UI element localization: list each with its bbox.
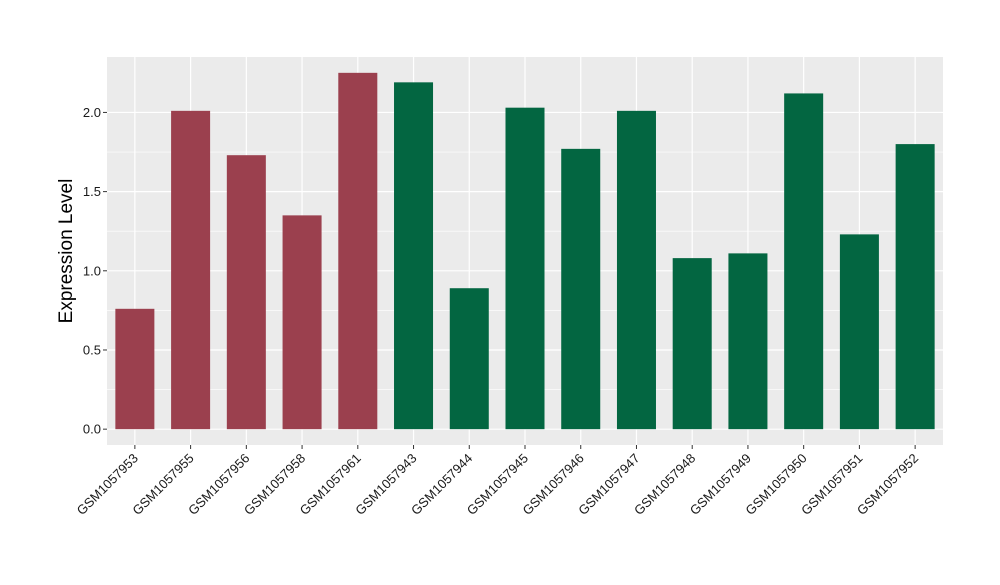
bar-GSM1057943 xyxy=(394,82,434,430)
bar-GSM1057958 xyxy=(282,215,322,430)
bar-GSM1057955 xyxy=(171,110,211,430)
bar-GSM1057950 xyxy=(784,93,824,430)
bar-GSM1057951 xyxy=(839,234,879,430)
bar-GSM1057952 xyxy=(895,144,935,430)
bar-GSM1057956 xyxy=(226,155,266,430)
bar-GSM1057946 xyxy=(561,148,601,430)
bar-GSM1057949 xyxy=(728,253,768,430)
y-tick-label: 0.0 xyxy=(83,422,101,437)
bar-GSM1057961 xyxy=(338,72,378,430)
bar-GSM1057944 xyxy=(449,288,489,430)
y-tick-label: 2.0 xyxy=(83,105,101,120)
y-tick-label: 1.0 xyxy=(83,263,101,278)
y-axis-title: Expression Level xyxy=(56,179,77,324)
y-tick-label: 1.5 xyxy=(83,184,101,199)
bar-GSM1057945 xyxy=(505,107,545,430)
x-axis: GSM1057953GSM1057955GSM1057956GSM1057958… xyxy=(74,445,921,518)
bars xyxy=(115,72,935,430)
bar-GSM1057948 xyxy=(672,258,712,430)
bar-GSM1057953 xyxy=(115,308,155,430)
y-axis: 0.0 0.5 1.0 1.5 2.0 xyxy=(83,105,107,437)
bar-GSM1057947 xyxy=(616,110,656,430)
y-tick-label: 0.5 xyxy=(83,342,101,357)
